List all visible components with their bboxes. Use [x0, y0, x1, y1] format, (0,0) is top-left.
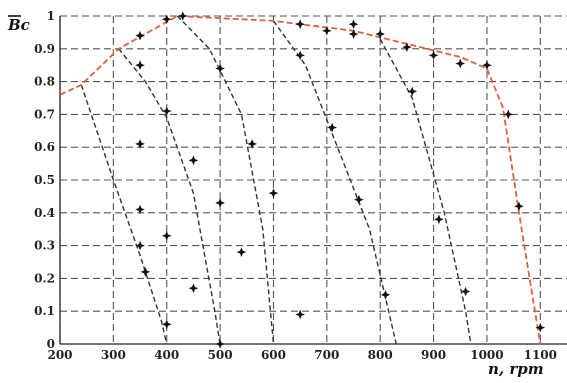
x-tick-label: 700	[314, 348, 339, 362]
tick-labels: 200 300 400 500 600 700 800 900 1000 1100 0 0.1 0.2 0…	[34, 9, 557, 362]
data-point	[188, 155, 199, 166]
data-point	[215, 339, 225, 349]
y-tick-label: 0.6	[34, 140, 55, 154]
characteristic-curve-2	[118, 48, 221, 345]
y-tick-label: 0	[47, 337, 55, 351]
data-point	[482, 60, 492, 70]
y-tick-label: 1	[47, 9, 55, 23]
x-tick-label: 1100	[524, 348, 557, 362]
data-point	[247, 139, 257, 149]
data-point	[135, 60, 145, 70]
data-point	[327, 122, 337, 133]
data-point	[348, 19, 359, 29]
data-point	[135, 139, 145, 149]
data-point	[354, 194, 364, 205]
x-tick-label: 900	[421, 348, 446, 362]
data-point	[215, 198, 225, 208]
data-point	[503, 109, 514, 120]
data-point	[135, 30, 145, 41]
characteristic-curve-4	[272, 20, 397, 345]
data-point	[407, 86, 418, 97]
data-point	[322, 25, 332, 36]
data-point	[161, 14, 172, 25]
axes	[59, 16, 567, 345]
data-point	[177, 11, 188, 21]
data-points	[135, 11, 546, 349]
data-point	[161, 106, 172, 116]
data-point	[268, 188, 279, 198]
y-tick-label: 0.4	[34, 206, 55, 220]
data-point	[161, 319, 172, 330]
data-point	[161, 230, 172, 241]
data-point	[535, 322, 546, 333]
data-point	[188, 283, 199, 294]
x-tick-label: 600	[261, 348, 286, 362]
data-point	[455, 58, 466, 69]
data-point	[295, 309, 305, 320]
data-point	[402, 42, 412, 52]
y-tick-label: 0.1	[34, 304, 55, 318]
x-axis-label: n, rpm	[488, 360, 544, 378]
x-tick-label: 1000	[470, 348, 503, 362]
x-tick-label: 200	[47, 348, 72, 362]
characteristic-curve-1	[80, 84, 168, 345]
data-point	[428, 50, 439, 61]
grid	[59, 15, 567, 345]
data-point	[236, 247, 247, 257]
x-tick-label: 800	[368, 348, 393, 362]
data-point	[375, 29, 386, 39]
y-tick-label: 0.2	[34, 271, 55, 285]
data-point	[295, 19, 305, 29]
data-point	[434, 214, 444, 225]
data-point	[140, 267, 151, 277]
y-tick-label: 0.7	[34, 107, 55, 121]
y-tick-label: 0.5	[34, 173, 55, 187]
y-tick-label: 0.9	[34, 42, 55, 56]
data-point	[460, 286, 471, 297]
x-tick-label: 400	[154, 348, 179, 362]
data-point	[135, 204, 145, 215]
characteristic-curve-5	[379, 38, 472, 345]
data-point	[348, 29, 359, 39]
data-point	[295, 50, 305, 61]
y-tick-label: 0.8	[34, 75, 55, 89]
data-point	[135, 240, 145, 251]
data-point	[380, 290, 391, 300]
data-point	[215, 63, 225, 74]
y-tick-label: 0.3	[34, 239, 55, 253]
x-tick-label: 300	[101, 348, 126, 362]
characteristic-curve-3	[176, 15, 275, 345]
data-point	[514, 201, 524, 212]
y-axis-label: Bc	[7, 16, 30, 34]
x-tick-label: 500	[208, 348, 233, 362]
